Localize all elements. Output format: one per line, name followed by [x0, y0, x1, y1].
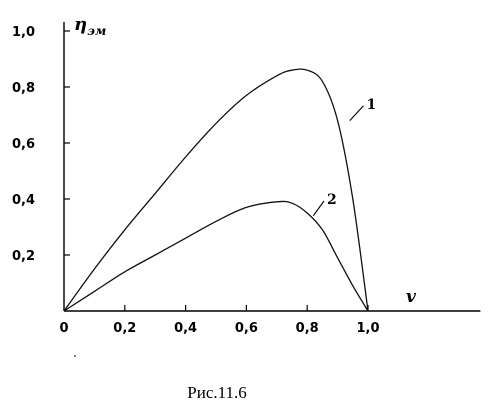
scan-speck	[74, 355, 76, 357]
y-axis-label-subscript: эм	[87, 24, 106, 38]
y-axis-label-symbol: η	[74, 14, 87, 35]
y-axis-label: ηэм	[74, 14, 106, 38]
figure-caption: Рис.11.6	[187, 383, 246, 402]
series-1-leader	[349, 105, 364, 121]
chart-ticks: 0 0,2 0,4 0,6 0,8 1,0 0,2 0,4 0,6 0,8 1,0	[12, 25, 380, 336]
x-tick-label: 1,0	[356, 321, 379, 336]
x-tick-label: 0,8	[296, 321, 319, 336]
y-tick-label: 0,4	[12, 193, 35, 208]
x-tick-label: 0,2	[113, 321, 136, 336]
x-tick-label: 0,6	[235, 321, 258, 336]
series-1-label: 1	[366, 97, 376, 113]
y-tick-label: 1,0	[12, 25, 35, 40]
chart-axes	[63, 22, 481, 312]
x-tick-label: 0	[59, 321, 68, 336]
series-2-leader	[312, 200, 325, 217]
series-line-1	[63, 68, 369, 312]
y-tick-label: 0,6	[12, 137, 35, 152]
series-line-2	[63, 200, 369, 312]
y-tick-label: 0,8	[12, 81, 35, 96]
x-axis-label: v	[406, 287, 417, 307]
chart-labels: 1 2 ηэм v Рис.11.6	[74, 14, 417, 402]
x-tick-label: 0,4	[174, 321, 197, 336]
chart-curves	[63, 68, 369, 312]
y-tick-label: 0,2	[12, 249, 35, 264]
series-2-label: 2	[327, 192, 337, 208]
